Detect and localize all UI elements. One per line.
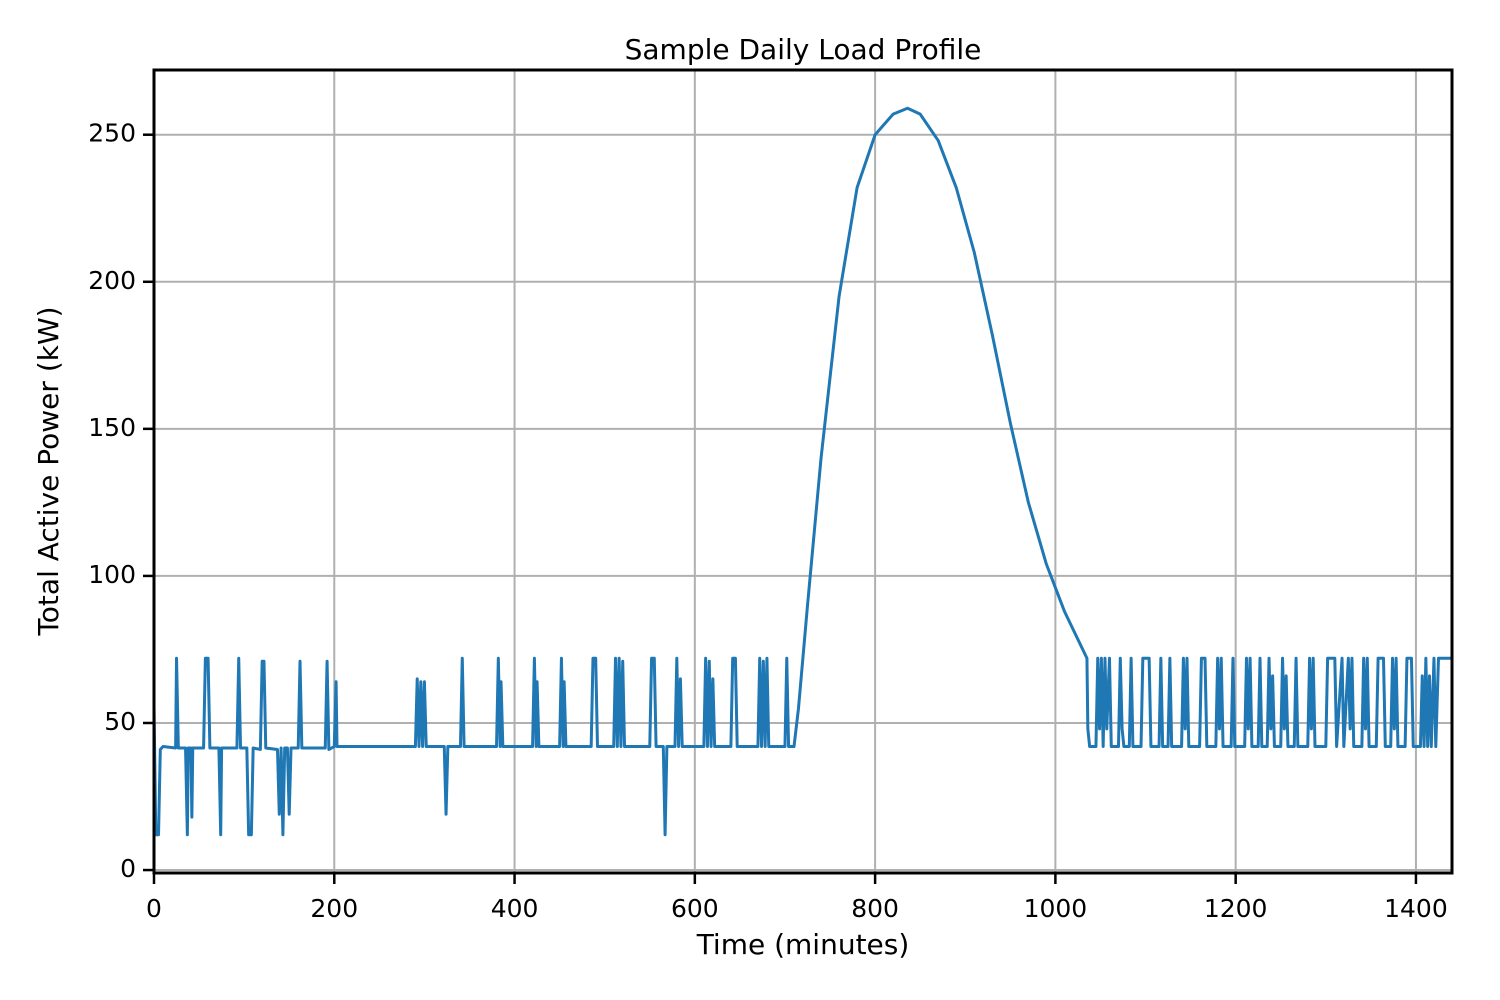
chart-title: Sample Daily Load Profile [625, 33, 982, 66]
x-tick-label: 1200 [1204, 894, 1268, 923]
x-tick-label: 400 [491, 894, 539, 923]
x-tick-label: 1400 [1384, 894, 1448, 923]
y-tick-label: 150 [88, 413, 136, 442]
plot-frame [152, 68, 1454, 875]
y-tick-label: 250 [88, 119, 136, 148]
x-tick-label: 1000 [1024, 894, 1088, 923]
x-tick-label: 600 [671, 894, 719, 923]
y-tick-label: 50 [104, 707, 136, 736]
x-tick-label: 800 [851, 894, 899, 923]
x-tick-label: 0 [146, 894, 162, 923]
y-axis-label: Total Active Power (kW) [32, 306, 65, 636]
x-tick-label: 200 [310, 894, 358, 923]
y-tick-label: 100 [88, 560, 136, 589]
data-line [152, 106, 1452, 837]
y-tick-label: 200 [88, 266, 136, 295]
x-axis-label: Time (minutes) [696, 928, 910, 961]
y-tick-label: 0 [120, 854, 136, 883]
